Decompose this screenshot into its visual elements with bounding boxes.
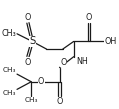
Text: CH₃: CH₃ xyxy=(1,29,16,38)
Text: O: O xyxy=(61,58,67,67)
Text: CH₃: CH₃ xyxy=(2,90,16,96)
Text: S: S xyxy=(29,36,35,46)
Text: NH: NH xyxy=(77,57,88,66)
Text: CH₃: CH₃ xyxy=(2,67,16,73)
Text: O: O xyxy=(38,77,44,86)
Text: O: O xyxy=(86,13,92,22)
Text: O: O xyxy=(25,58,31,67)
Text: CH₃: CH₃ xyxy=(24,97,38,103)
Text: OH: OH xyxy=(105,37,117,46)
Text: O: O xyxy=(25,13,31,22)
Text: O: O xyxy=(56,97,63,106)
